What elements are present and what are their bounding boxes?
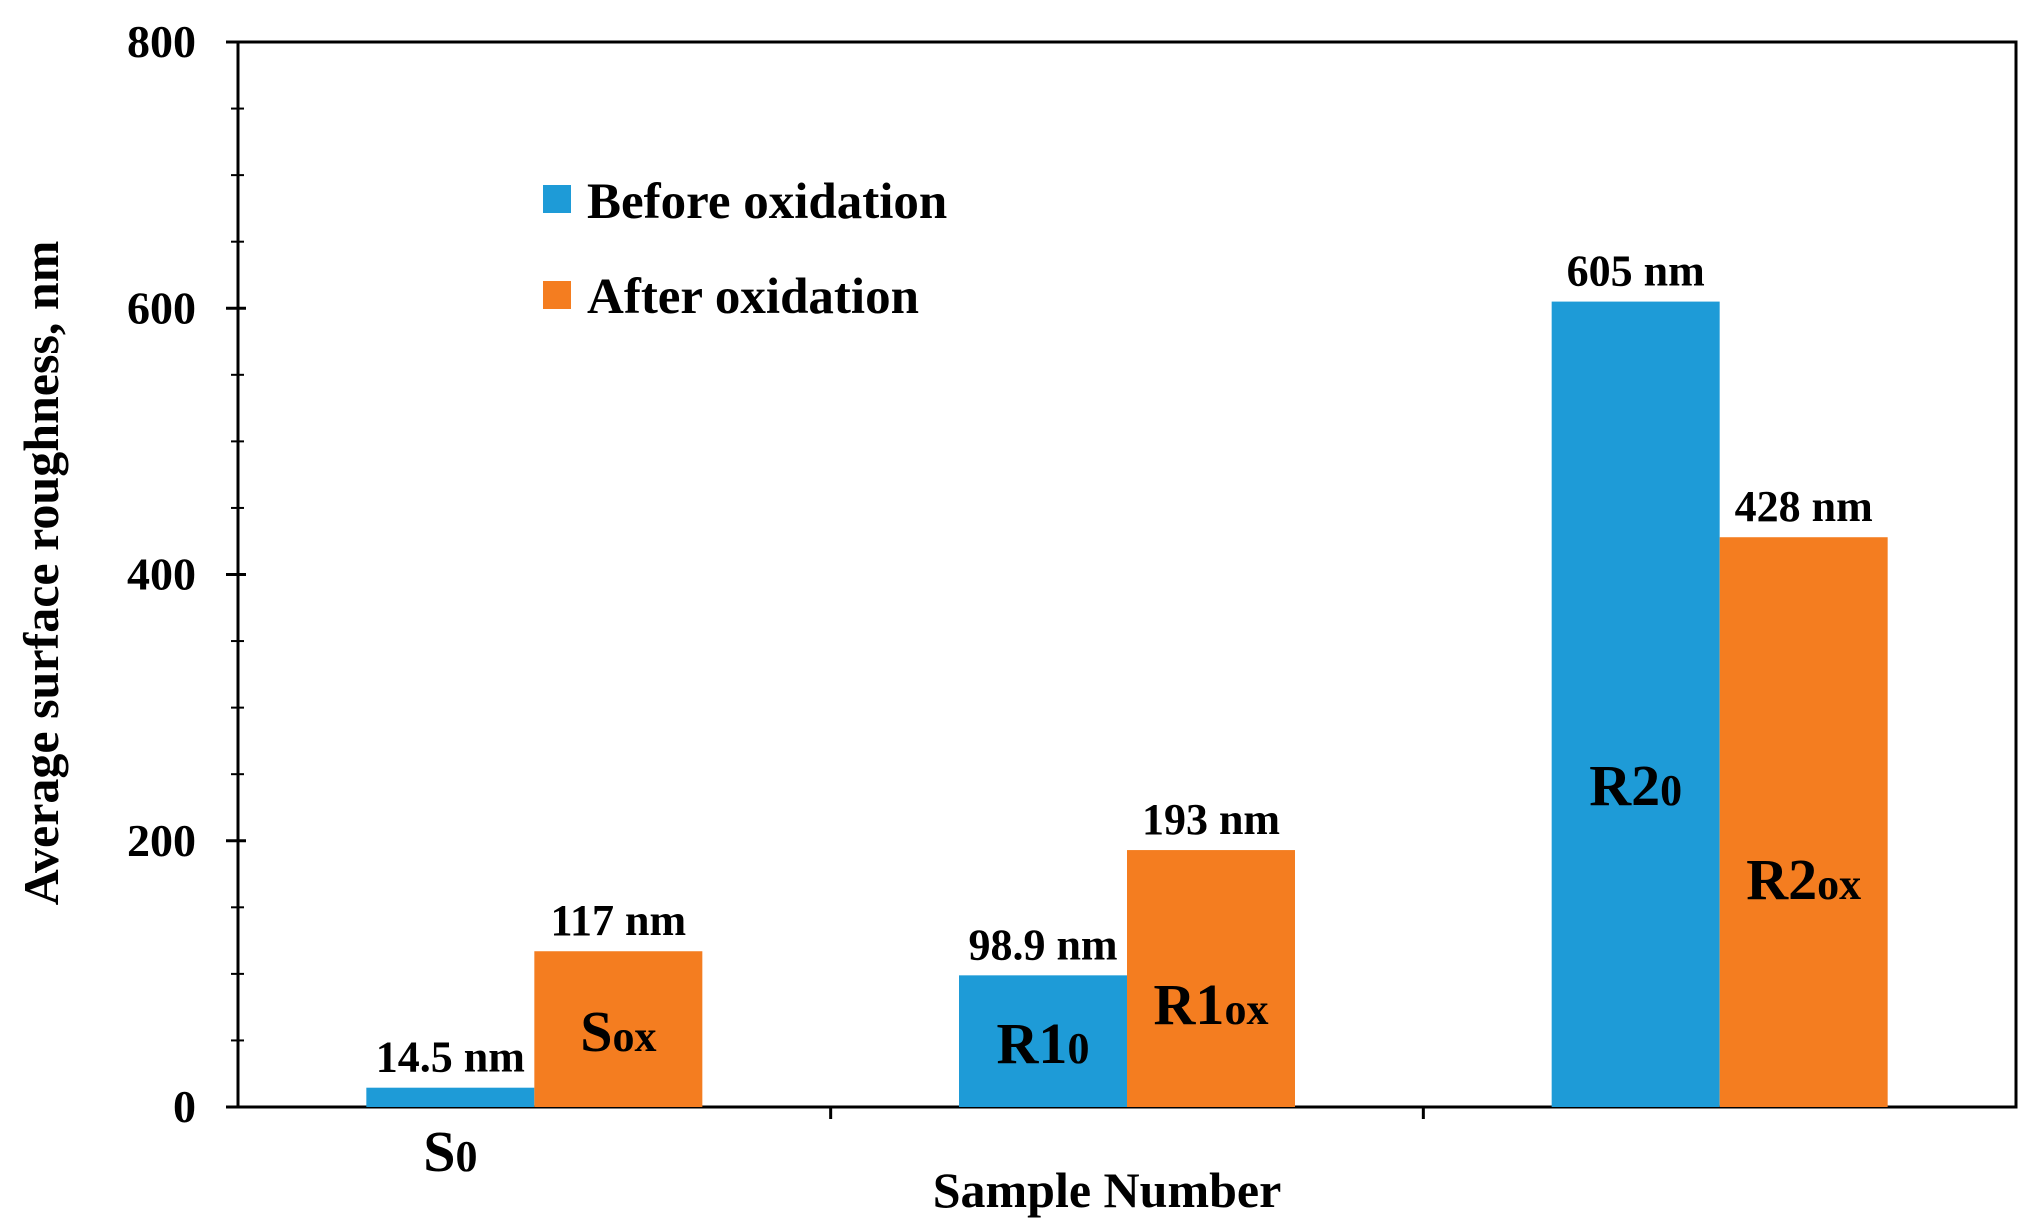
bar-tag-sub: ox xyxy=(612,1012,656,1061)
bar-r1-after xyxy=(1127,850,1295,1107)
value-label: 193 nm xyxy=(1142,795,1280,844)
legend-swatch-after xyxy=(543,281,571,309)
y-tick-label: 400 xyxy=(127,549,196,600)
y-tick-label: 800 xyxy=(127,16,196,67)
y-tick-label: 0 xyxy=(173,1081,196,1132)
bar-tag: R1ox xyxy=(1154,972,1269,1037)
legend-label-after: After oxidation xyxy=(587,269,919,325)
bar-tag-main: R2 xyxy=(1746,847,1817,912)
bar-tag: R2ox xyxy=(1746,847,1861,912)
bar-tag: R20 xyxy=(1589,753,1682,818)
bar-tag-main: S xyxy=(423,1119,455,1184)
bar-r2-before xyxy=(1551,301,1720,1107)
bar-tag: R10 xyxy=(997,1011,1090,1076)
value-label: 605 nm xyxy=(1567,247,1705,296)
bar-tag: S0 xyxy=(423,1119,477,1184)
bar-tag-main: S xyxy=(580,999,612,1064)
value-label: 98.9 nm xyxy=(968,920,1117,969)
y-axis-title: Average surface roughness, nm xyxy=(13,241,69,906)
bar-tag-sub: ox xyxy=(1224,985,1268,1034)
bar-r1-before xyxy=(959,975,1127,1107)
legend-label-before: Before oxidation xyxy=(587,174,947,230)
axes: 0 200 400 600 800 xyxy=(127,16,1425,1132)
bar-tag-sub: 0 xyxy=(455,1132,477,1181)
bar-r2-after xyxy=(1719,537,1888,1107)
bar-s-after xyxy=(534,951,703,1107)
bar-tag-sub: 0 xyxy=(1660,766,1682,815)
bar-tag-sub: 0 xyxy=(1067,1024,1089,1073)
bar-tag-main: R1 xyxy=(1154,972,1225,1037)
y-tick-label: 600 xyxy=(127,282,196,333)
legend: Before oxidation After oxidation xyxy=(543,174,947,325)
value-label: 117 nm xyxy=(550,896,686,945)
bars xyxy=(366,301,1888,1107)
bar-tag-main: R2 xyxy=(1589,753,1660,818)
bar-tag: Sox xyxy=(580,999,656,1064)
x-axis-title: Sample Number xyxy=(933,1162,1282,1218)
value-label: 428 nm xyxy=(1735,482,1873,531)
legend-swatch-before xyxy=(543,185,571,213)
bar-s-before xyxy=(366,1087,535,1107)
value-label: 14.5 nm xyxy=(376,1033,525,1082)
bar-tag-main: R1 xyxy=(997,1011,1068,1076)
y-tick-label: 200 xyxy=(127,815,196,866)
bar-tag-sub: ox xyxy=(1817,860,1861,909)
